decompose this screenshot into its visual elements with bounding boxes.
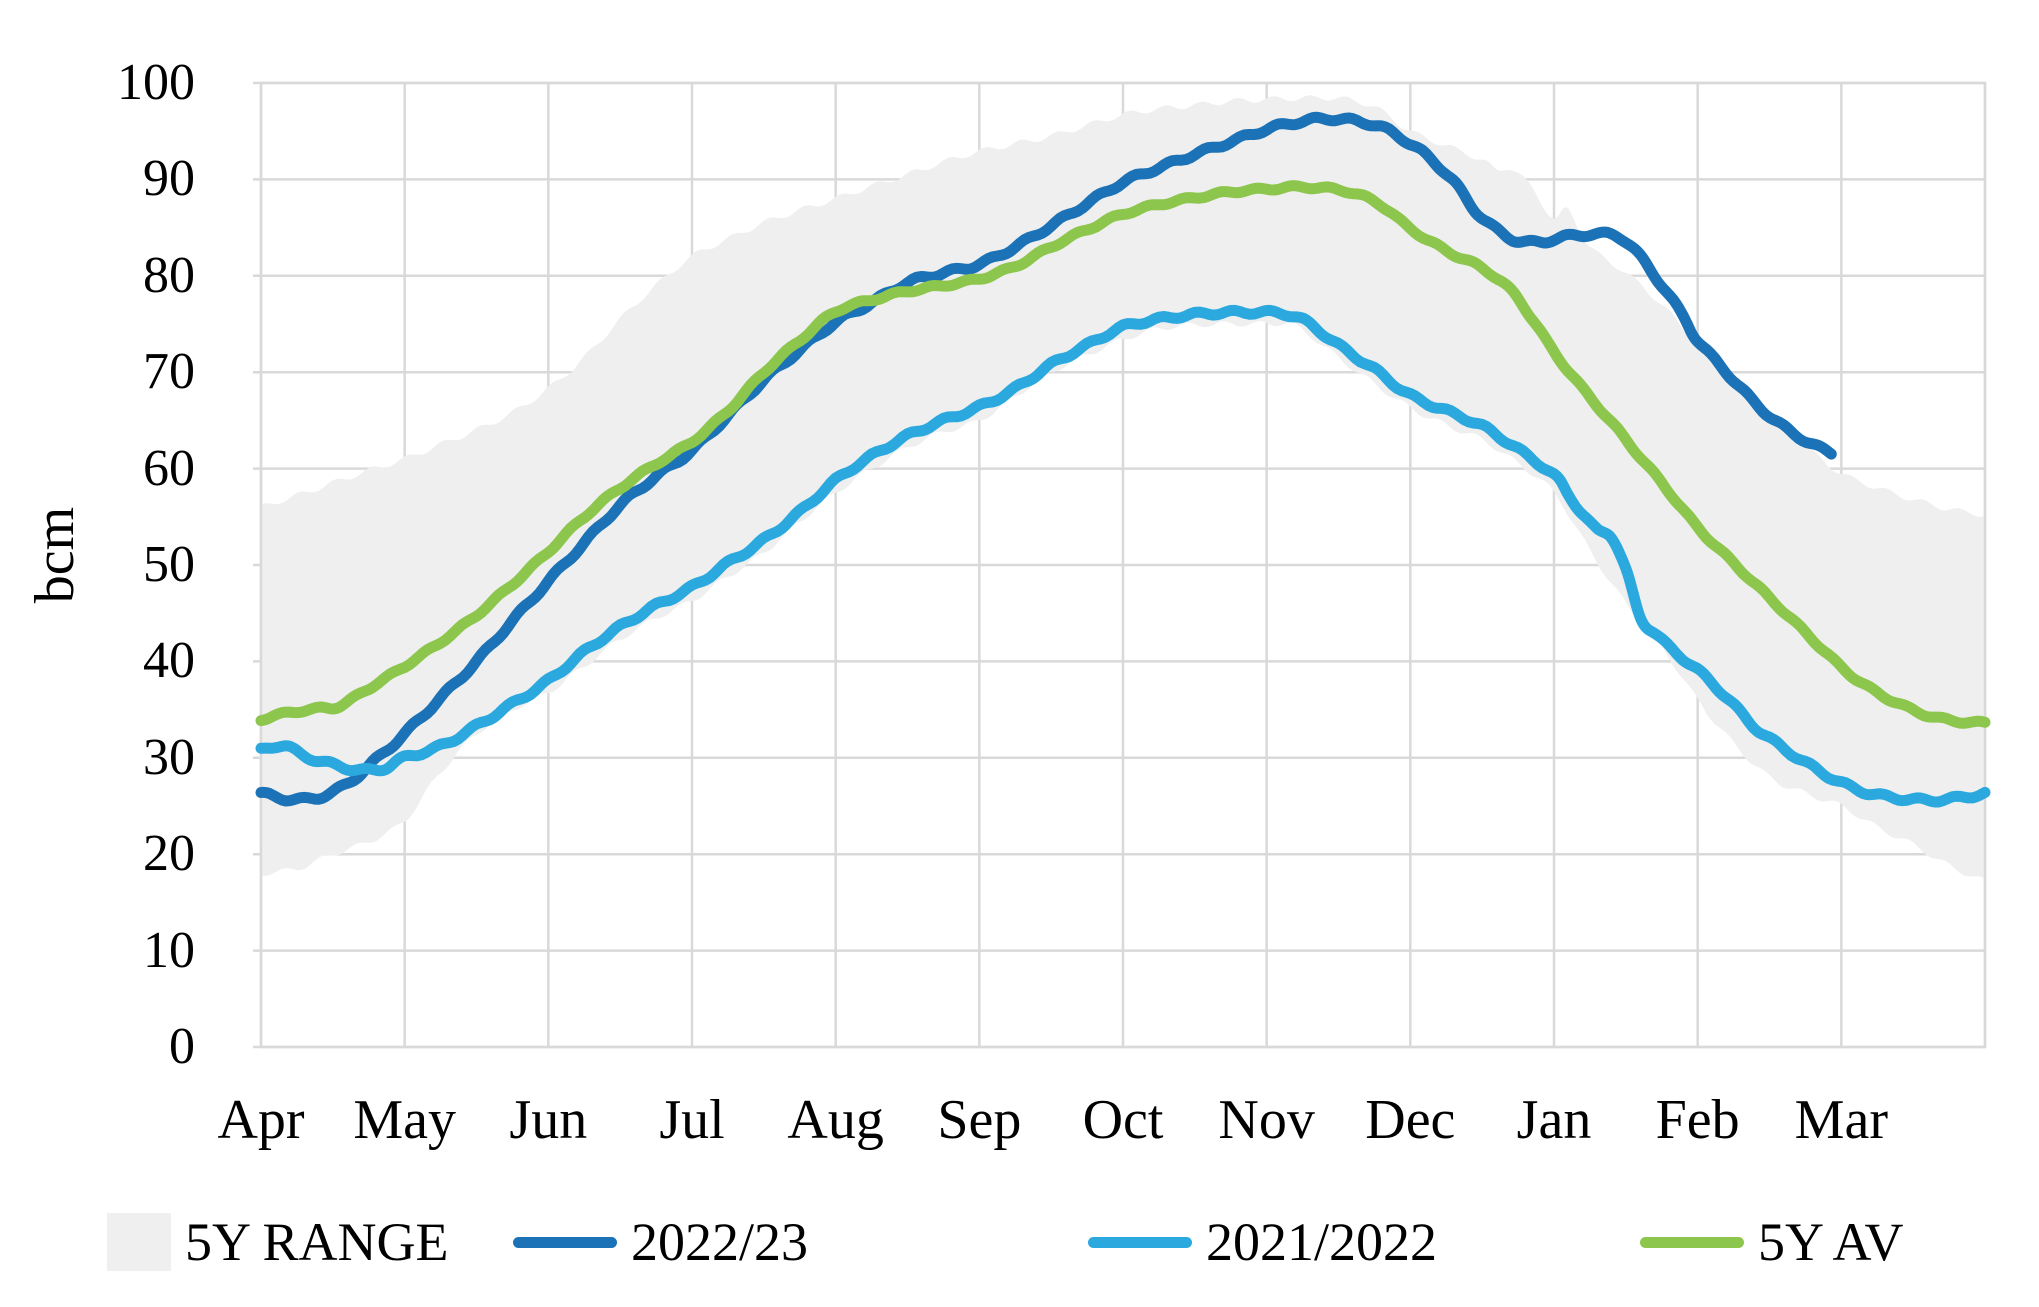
y-tick-label: 80 <box>143 246 195 304</box>
y-tick-label: 20 <box>143 825 195 883</box>
range-swatch <box>107 1213 171 1271</box>
legend-label: 5Y AV <box>1758 1212 1904 1272</box>
legend-item-2021-2022: 2021/2022 <box>1088 1210 1437 1274</box>
x-tick-label: Apr <box>217 1089 305 1151</box>
legend-label: 5Y RANGE <box>185 1212 449 1272</box>
x-tick-label: Sep <box>937 1089 1022 1151</box>
y-axis-title: bcm <box>24 506 86 604</box>
y-tick-label: 60 <box>143 439 195 497</box>
y-tick-label: 50 <box>143 536 195 593</box>
line-swatch <box>1088 1236 1192 1248</box>
y-tick-label: 70 <box>143 343 195 401</box>
x-tick-label: Oct <box>1082 1089 1164 1151</box>
legend-item-5y-av: 5Y AV <box>1640 1210 1904 1274</box>
y-tick-label: 40 <box>143 632 195 690</box>
line-swatch <box>1640 1236 1744 1248</box>
x-tick-label: Feb <box>1655 1089 1740 1151</box>
legend-item-5y-range: 5Y RANGE <box>107 1210 449 1274</box>
y-tick-label: 90 <box>143 150 195 208</box>
x-tick-label: Aug <box>787 1089 884 1151</box>
y-tick-label: 10 <box>143 921 195 979</box>
y-tick-label: 100 <box>117 54 195 111</box>
x-tick-label: Dec <box>1365 1089 1456 1151</box>
line-swatch <box>513 1236 617 1248</box>
y-tick-label: 0 <box>169 1018 195 1075</box>
x-tick-label: Mar <box>1794 1089 1888 1151</box>
legend-item-2022-23: 2022/23 <box>513 1210 808 1274</box>
x-tick-label: Jun <box>509 1089 588 1151</box>
x-tick-label: May <box>353 1089 456 1151</box>
x-tick-label: Jul <box>659 1089 725 1151</box>
x-tick-label: Nov <box>1218 1089 1315 1151</box>
y-tick-label: 30 <box>143 728 195 786</box>
legend-label: 2022/23 <box>631 1212 809 1272</box>
x-tick-label: Jan <box>1516 1089 1592 1151</box>
legend-label: 2021/2022 <box>1206 1212 1438 1272</box>
